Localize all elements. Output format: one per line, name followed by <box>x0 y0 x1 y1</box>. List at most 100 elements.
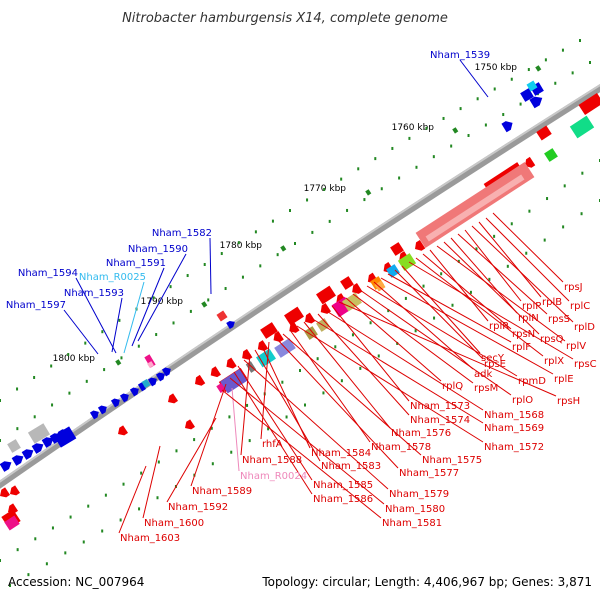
guide-dot <box>50 364 53 368</box>
topology-text: Topology: circular; Length: 4,406,967 bp… <box>261 575 592 589</box>
gene-label: rplX <box>544 356 564 367</box>
guide-dot <box>101 330 104 334</box>
guide-dot <box>248 439 251 443</box>
tick-label: 1800 kbp <box>53 354 96 364</box>
forward-gene-block <box>53 426 77 448</box>
forward-gene-arrow <box>0 461 12 472</box>
label-leader-line <box>118 465 147 534</box>
reverse-gene-arrow <box>10 485 20 496</box>
label-leader-line <box>394 269 484 360</box>
guide-dot <box>51 403 54 407</box>
guide-dot <box>493 234 496 238</box>
reverse-gene-arrow <box>289 322 300 333</box>
guide-dot <box>363 198 366 202</box>
guide-dot <box>433 316 436 320</box>
guide-dot <box>276 253 279 257</box>
guide-dot <box>475 247 478 251</box>
guide-dot <box>210 426 213 430</box>
gene-label: Nham_1584 <box>311 448 371 459</box>
guide-dot <box>476 97 479 101</box>
label-leader-line <box>457 233 548 315</box>
forward-gene-arrow <box>41 437 54 448</box>
gene-label: Nham_1575 <box>422 455 482 466</box>
guide-dot <box>211 462 214 466</box>
gene-label: Nham_1569 <box>484 423 544 434</box>
guide-dot <box>84 341 87 345</box>
guide-dot <box>69 515 72 519</box>
gene-label: rplF <box>512 342 531 353</box>
guide-dot <box>380 187 383 191</box>
gene-label: secY <box>481 353 505 364</box>
gene-label: rplB <box>542 297 562 308</box>
guide-dot <box>155 333 158 337</box>
gene-label: rplV <box>566 341 586 352</box>
guide-dot <box>415 165 418 169</box>
gene-label: rpmD <box>518 376 546 387</box>
label-leader-line <box>387 273 512 343</box>
gene-label: Nham_1576 <box>391 428 451 439</box>
guide-dot <box>254 230 257 234</box>
guide-dot <box>469 290 472 294</box>
gene-label: Nham_1582 <box>152 228 212 239</box>
guide-dot <box>0 399 1 402</box>
guide-dot <box>387 309 390 313</box>
label-leader-line <box>282 333 422 456</box>
guide-dot <box>408 136 411 140</box>
tick-label: 1750 kbp <box>475 63 518 73</box>
reverse-gene-arrow <box>0 487 10 498</box>
forward-gene-arrow <box>529 96 543 109</box>
guide-dot <box>459 107 462 111</box>
gene-label: Nham_1592 <box>168 502 228 513</box>
guide-dot <box>103 368 106 372</box>
label-leader-line <box>429 249 489 322</box>
gene-label: adk <box>474 369 492 380</box>
forward-gene-arrow <box>155 372 165 382</box>
forward-gene-arrow <box>110 398 120 408</box>
guide-dot <box>346 208 349 212</box>
guide-dot <box>9 584 11 587</box>
guide-dot <box>374 157 377 161</box>
tick-mark <box>535 65 542 72</box>
guide-dot <box>294 242 296 245</box>
reverse-gene-block <box>390 242 404 256</box>
label-layer: Nham_1539 Nham_1582 Nham_1590 Nham_1591 Nham… <box>6 50 597 544</box>
label-leader-line <box>401 265 481 354</box>
gene-label: Nham_1573 <box>410 401 470 412</box>
guide-dot <box>16 427 19 431</box>
label-leader-line <box>492 212 564 283</box>
guide-dot <box>543 238 546 242</box>
reverse-gene-arrow <box>242 348 253 360</box>
guide-dot <box>118 318 121 322</box>
guide-dot <box>544 58 547 62</box>
label-leader-line <box>317 313 410 416</box>
gene-label: Nham_1539 <box>430 50 490 61</box>
label-leader-line <box>229 377 385 505</box>
guide-dot <box>425 126 428 130</box>
label-leader-line <box>231 387 240 472</box>
guide-dot <box>172 321 175 325</box>
guide-dot <box>207 298 210 302</box>
forward-gene-block <box>520 88 534 102</box>
label-leader-line <box>221 389 382 519</box>
guide-dot <box>451 303 454 307</box>
guide-dot <box>138 507 141 511</box>
forward-gene-arrow <box>11 455 24 466</box>
guide-dot <box>16 387 19 391</box>
guide-dot <box>304 403 306 407</box>
forward-gene-arrow <box>226 320 235 330</box>
label-leader-line <box>331 305 410 402</box>
gene-label: rplD <box>574 322 595 333</box>
gene-label: Nham_1574 <box>410 415 470 426</box>
guide-dot <box>230 450 233 454</box>
tick-label: 1760 kbp <box>392 123 435 133</box>
reverse-gene-arrow <box>352 283 363 294</box>
guide-dot <box>357 167 360 171</box>
label-leader-line <box>142 445 161 519</box>
guide-dot <box>289 209 291 212</box>
gene-label: rpsM <box>474 383 498 394</box>
guide-dot <box>506 264 509 268</box>
guide-dot <box>271 219 274 223</box>
label-leader-line <box>359 289 512 396</box>
guide-dot <box>311 230 314 234</box>
guide-dot <box>27 573 30 577</box>
